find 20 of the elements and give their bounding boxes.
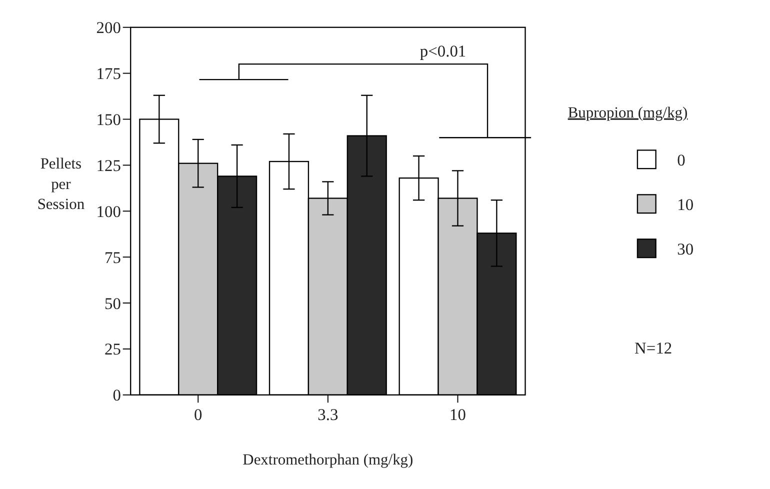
y-tick-label: 100 (96, 202, 121, 221)
y-tick-label: 150 (96, 110, 121, 129)
y-tick-label: 175 (96, 64, 121, 84)
legend-label: 0 (677, 150, 686, 170)
y-tick-label: 75 (104, 248, 121, 267)
x-tick-label: 10 (450, 405, 466, 424)
y-tick-label: 25 (104, 340, 121, 359)
y-tick-label: 200 (96, 18, 121, 38)
annotation: p<0.01 (420, 41, 466, 60)
y-tick-label: 125 (96, 156, 121, 175)
y-tick-label: 50 (104, 294, 121, 313)
y-tick-label: 0 (112, 386, 121, 405)
text: N=12 (634, 338, 672, 358)
x-tick-label: 0 (194, 405, 202, 424)
legend-title: Bupropion (mg/kg) (568, 104, 688, 122)
x-axis-title: Dextromethorphan (mg/kg) (242, 452, 414, 469)
y-axis-title: Pellets per Session (37, 156, 85, 214)
legend-label: 30 (677, 240, 694, 259)
legend-label: 10 (677, 195, 694, 214)
x-tick-label: 3.3 (318, 405, 338, 424)
